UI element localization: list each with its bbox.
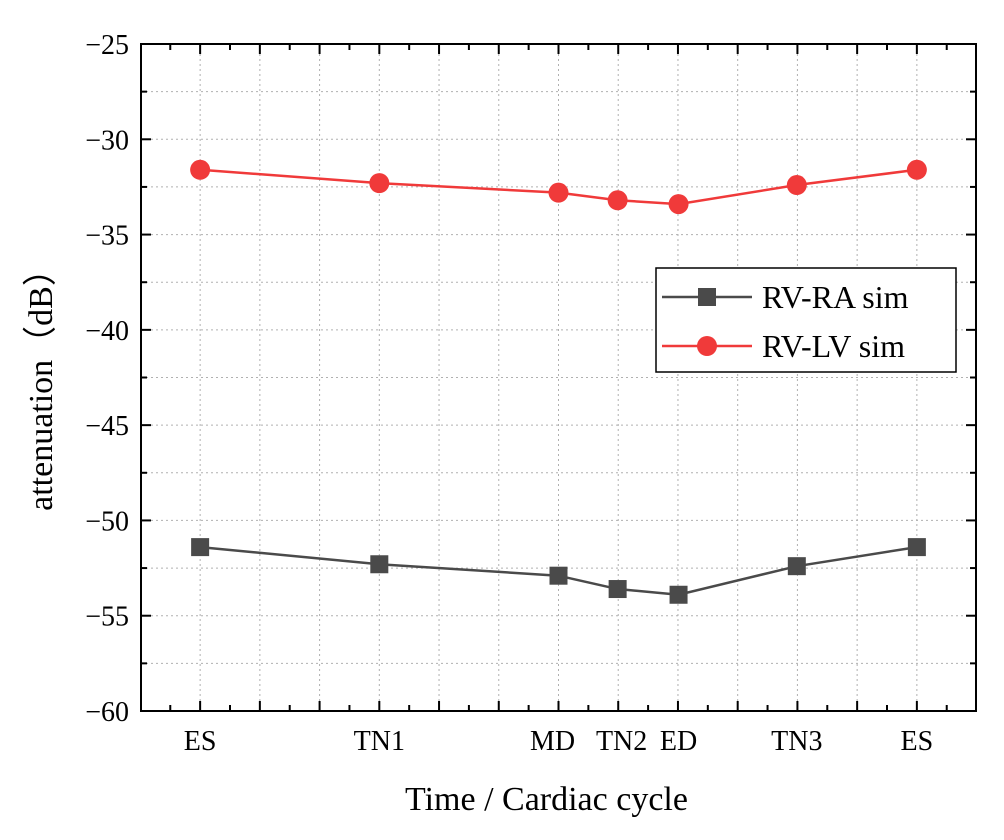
x-tick-label: TN3 bbox=[771, 726, 822, 757]
grid-lines bbox=[141, 44, 976, 711]
y-tick-label: −30 bbox=[85, 125, 129, 156]
x-axis-title: Time / Cardiac cycle bbox=[405, 781, 688, 818]
x-tick-label: TN2 bbox=[596, 726, 647, 757]
axes: −60 −55 −50 −45 −40 −35 −30 −25 ES TN1 MD TN2 ED TN3 E… bbox=[85, 30, 976, 757]
legend: RV-RA sim RV-LV sim bbox=[655, 267, 957, 373]
y-axis-title: attenuation（dB） bbox=[22, 252, 60, 511]
x-tick-label: ES bbox=[901, 726, 934, 757]
data-point-square bbox=[370, 555, 389, 574]
data-point-circle bbox=[668, 194, 689, 215]
legend-items: RV-RA sim RV-LV sim bbox=[662, 279, 909, 364]
y-tick-label: −60 bbox=[85, 697, 129, 728]
series-rv-lv-sim bbox=[190, 159, 927, 215]
x-tick-label: MD bbox=[530, 726, 575, 757]
series-layer bbox=[190, 159, 927, 604]
x-tick-label: ED bbox=[660, 726, 697, 757]
legend-item: RV-LV sim bbox=[662, 328, 905, 364]
y-tick-label: −55 bbox=[85, 602, 129, 633]
data-point-square bbox=[191, 538, 210, 557]
data-point-square bbox=[669, 585, 688, 604]
x-tick-label: ES bbox=[184, 726, 217, 757]
y-tick-label: −45 bbox=[85, 411, 129, 442]
data-point-square bbox=[608, 580, 627, 599]
y-tick-label: −35 bbox=[85, 221, 129, 252]
data-point-square bbox=[787, 557, 806, 576]
legend-marker-square bbox=[698, 288, 716, 306]
data-point-square bbox=[907, 538, 926, 557]
legend-label: RV-LV sim bbox=[762, 328, 905, 364]
y-tick-label: −25 bbox=[85, 30, 129, 61]
y-tick-label: −50 bbox=[85, 506, 129, 537]
legend-marker-circle bbox=[697, 336, 717, 356]
legend-item: RV-RA sim bbox=[662, 279, 909, 315]
data-point-circle bbox=[190, 159, 211, 180]
x-tick-label: TN1 bbox=[354, 726, 405, 757]
data-point-circle bbox=[548, 182, 569, 203]
data-point-square bbox=[549, 566, 568, 585]
series-rv-ra-sim bbox=[191, 538, 926, 604]
legend-label: RV-RA sim bbox=[762, 279, 909, 315]
y-tick-label: −40 bbox=[85, 316, 129, 347]
data-point-circle bbox=[906, 159, 927, 180]
data-point-circle bbox=[607, 190, 628, 211]
data-point-circle bbox=[786, 175, 807, 196]
data-point-circle bbox=[369, 173, 390, 194]
